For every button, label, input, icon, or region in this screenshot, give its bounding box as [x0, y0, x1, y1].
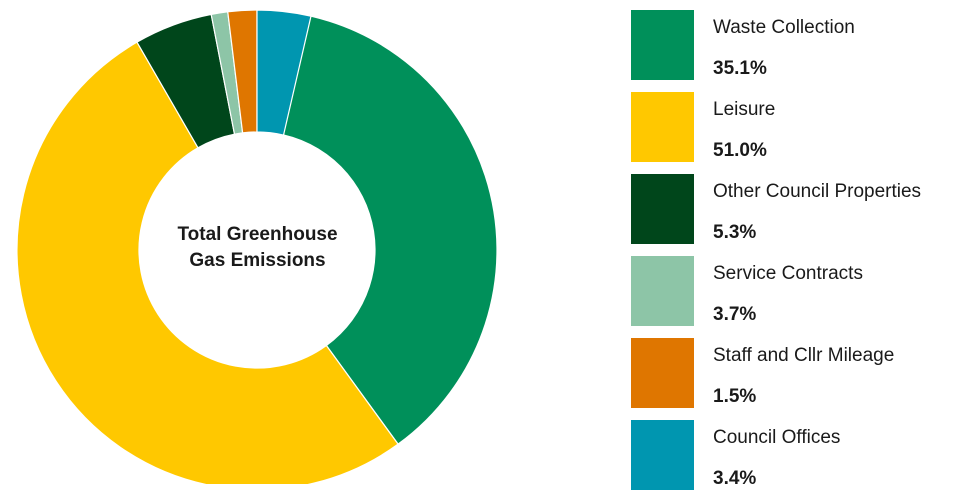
- legend-value: 1.5%: [713, 386, 757, 407]
- slice-leisure: [16, 41, 399, 484]
- legend-label: Waste Collection: [713, 17, 855, 38]
- legend-swatch: [631, 174, 694, 244]
- legend-swatch: [631, 92, 694, 162]
- legend-swatch: [631, 338, 694, 408]
- legend-value: 35.1%: [713, 58, 767, 79]
- legend-label: Staff and Cllr Mileage: [713, 345, 895, 366]
- legend-value: 3.7%: [713, 304, 757, 325]
- legend-swatch: [631, 256, 694, 326]
- center-label-line-1: Total Greenhouse: [177, 224, 338, 245]
- donut-center-label: Total Greenhouse Gas Emissions: [155, 222, 360, 274]
- donut-chart: [16, 9, 498, 484]
- legend-value: 3.4%: [713, 468, 757, 489]
- legend-label: Council Offices: [713, 427, 841, 448]
- legend-label: Service Contracts: [713, 263, 863, 284]
- legend-label: Other Council Properties: [713, 181, 922, 202]
- slice-council-offices: [256, 9, 312, 136]
- legend-swatch: [631, 10, 694, 80]
- legend-value: 51.0%: [713, 140, 767, 161]
- legend-value: 5.3%: [713, 222, 757, 243]
- legend-swatch: [631, 420, 694, 490]
- legend-label: Leisure: [713, 99, 776, 120]
- slice-waste-collection: [256, 9, 498, 446]
- center-label-line-2: Gas Emissions: [189, 250, 326, 271]
